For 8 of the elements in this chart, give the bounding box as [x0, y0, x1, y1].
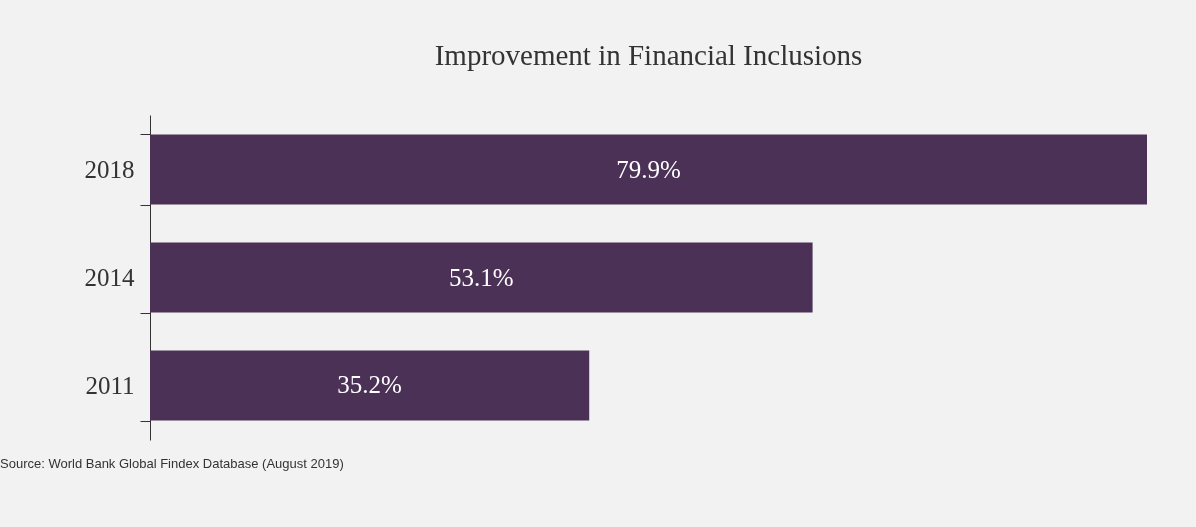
- data-label: 53.1%: [449, 263, 514, 291]
- data-label: 79.9%: [616, 155, 681, 183]
- y-tick-label: 2011: [85, 371, 135, 399]
- source-note: Source: World Bank Global Findex Database (August 2019): [0, 456, 344, 471]
- y-tick-label: 2014: [84, 264, 135, 291]
- y-tick-label: 2018: [84, 156, 135, 184]
- data-label: 35.2%: [337, 371, 402, 399]
- chart-title: Improvement in Financial Inclusions: [434, 39, 863, 71]
